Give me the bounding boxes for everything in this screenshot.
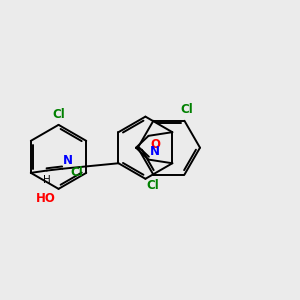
Text: Cl: Cl [70, 167, 83, 179]
Text: H: H [43, 175, 51, 185]
Text: O: O [150, 138, 160, 151]
Text: N: N [63, 154, 73, 167]
Text: Cl: Cl [146, 179, 159, 192]
Text: HO: HO [35, 192, 55, 205]
Text: Cl: Cl [180, 103, 193, 116]
Text: Cl: Cl [52, 108, 65, 121]
Text: N: N [150, 145, 160, 158]
